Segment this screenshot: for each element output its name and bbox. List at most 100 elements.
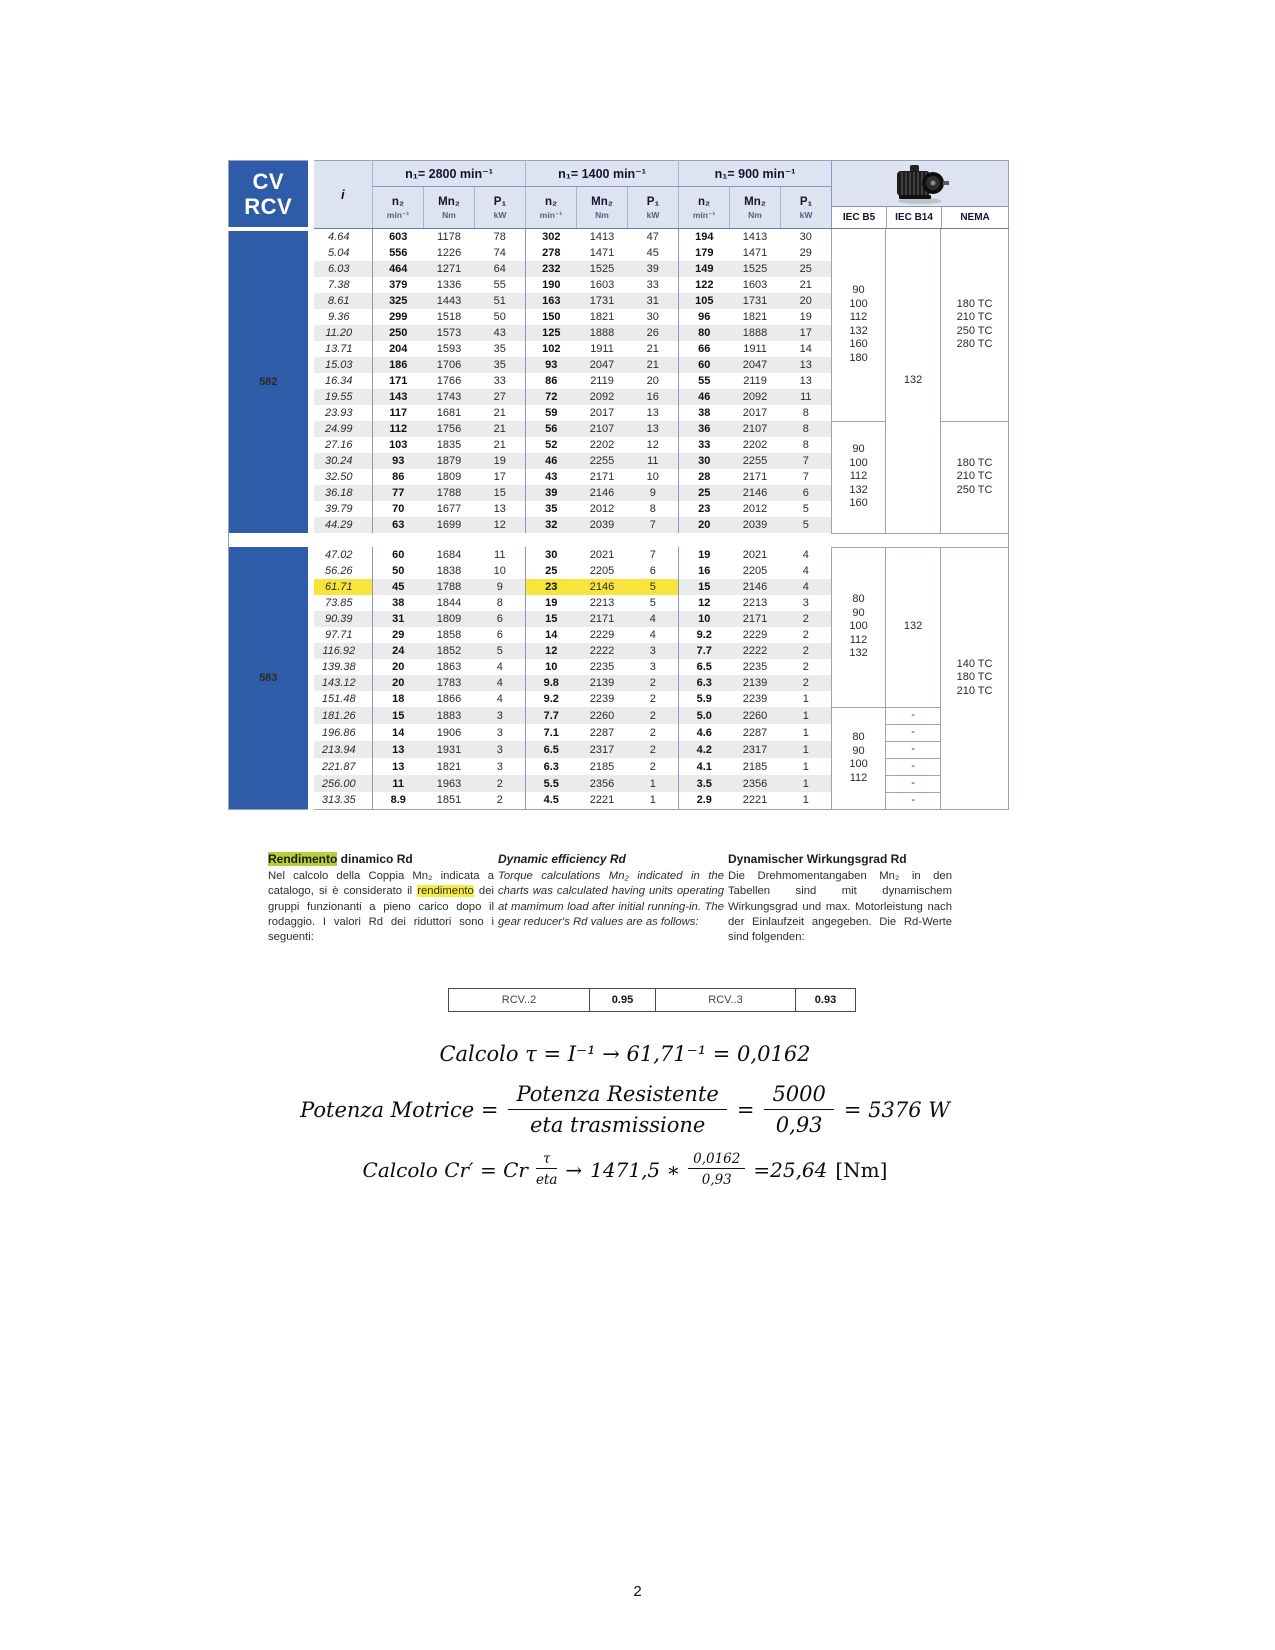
ratio-cell: 116.92 — [310, 643, 373, 659]
page-number: 2 — [633, 1583, 642, 1600]
data-cell: 11 — [494, 549, 506, 561]
data-cell: 19 — [799, 311, 812, 323]
data-cell: 190 — [525, 277, 577, 293]
data-cell: 93 — [372, 453, 424, 469]
data-cell: 7.7 — [678, 643, 730, 659]
data-cell: 2202 — [742, 439, 768, 451]
data-cell: 1852 — [423, 643, 475, 659]
data-cell: 2222 — [576, 643, 628, 659]
n2-header: n₂ min⁻¹ — [678, 186, 730, 229]
data-cell: 5.0 — [678, 707, 730, 724]
data-cell: 2107 — [576, 421, 628, 437]
data-cell: 1336 — [436, 279, 462, 291]
data-cell: 2107 — [729, 421, 781, 437]
fraction: 0,0162 0,93 — [688, 1151, 746, 1188]
data-cell: 77 — [372, 485, 424, 501]
data-cell: 8 — [649, 503, 656, 515]
motor-flange-header: IEC B5 IEC B14 NEMA — [831, 160, 1009, 229]
series-label: 582 — [228, 228, 314, 533]
data-cell: 6.5 — [678, 659, 730, 675]
rd-model-cell: RCV..2 — [501, 994, 537, 1006]
data-cell: 50 — [372, 563, 424, 579]
data-cell: 1788 — [423, 485, 475, 501]
data-cell: 12 — [678, 595, 730, 611]
flange-standard-labels: IEC B5 IEC B14 NEMA — [832, 206, 1009, 228]
table-row: 19.55 143 1743 27 72 2092 16 46 2092 11 — [229, 389, 1009, 405]
data-cell: 6 — [474, 611, 526, 627]
data-cell: 30 — [525, 547, 577, 563]
data-cell: 21 — [474, 421, 526, 437]
motor-size-cell-b14: - — [885, 791, 941, 810]
data-cell: 15 — [372, 707, 424, 724]
data-cell: 2021 — [742, 549, 768, 561]
data-cell: 63 — [372, 517, 424, 533]
data-cell: 5 — [802, 503, 809, 515]
data-cell: 4 — [496, 693, 503, 705]
data-cell: 2146 — [576, 485, 628, 501]
data-cell: 59 — [525, 405, 577, 421]
data-cell: 2221 — [742, 794, 768, 807]
table-row: 256.00 11 1963 2 5.5 2356 1 3.5 2356 1- — [229, 774, 1009, 793]
motor-size-cell-b14: - — [885, 757, 941, 776]
iec-b5-header: IEC B5 — [842, 212, 876, 223]
data-cell: 10 — [678, 611, 730, 627]
data-cell: 2287 — [589, 726, 615, 739]
data-cell: 17 — [780, 325, 832, 341]
data-cell: 2235 — [589, 661, 615, 673]
table-row: 23.93 117 1681 21 59 2017 13 38 2017 8 — [229, 405, 1009, 421]
ratio-cell: 73.85 — [324, 597, 353, 609]
ratio-cell: 139.38 — [321, 661, 356, 673]
data-cell: 1443 — [423, 293, 475, 309]
data-cell: 1835 — [436, 439, 462, 451]
data-cell: 2.9 — [678, 792, 730, 809]
ratio-cell: 32.50 — [324, 471, 353, 483]
note-german: Dynamischer Wirkungsgrad Rd Die Drehmome… — [728, 852, 952, 945]
data-cell: 1525 — [729, 261, 781, 277]
motor-size-cell-b14: - — [885, 723, 941, 742]
data-cell: 2239 — [742, 693, 768, 705]
data-cell: 5 — [474, 643, 526, 659]
data-cell: 4 — [627, 611, 679, 627]
data-cell: 2 — [627, 675, 679, 691]
table-row: 116.92 24 1852 5 12 2222 3 7.7 2222 2 — [229, 643, 1009, 659]
data-cell: 2356 — [729, 775, 781, 792]
motor-size-cell-nema: 180 TC 210 TC 250 TC 280 TC — [940, 228, 1009, 422]
data-cell: 60 — [372, 547, 424, 563]
data-cell: 1 — [802, 760, 809, 773]
ratio-cell: 143.12 — [310, 675, 373, 691]
formula-tau: Calcolo τ = I⁻¹ → 61,71⁻¹ = 0,0162 — [439, 1042, 811, 1066]
data-cell: 9 — [627, 485, 679, 501]
data-cell: 2171 — [742, 471, 768, 483]
series-cv: CV — [252, 168, 285, 194]
calculations: Calcolo τ = I⁻¹ → 61,71⁻¹ = 0,0162 Poten… — [205, 1042, 1045, 1188]
data-cell: 12 — [525, 643, 577, 659]
ratio-cell: 7.38 — [328, 279, 350, 291]
data-cell: 163 — [525, 293, 577, 309]
data-cell: 21 — [627, 357, 679, 373]
data-cell: 1809 — [423, 611, 475, 627]
data-cell: 1866 — [436, 693, 462, 705]
data-cell: 4 — [780, 579, 832, 595]
data-cell: 1888 — [729, 325, 781, 341]
data-cell: 5.9 — [678, 691, 730, 707]
ratio-cell: 9.36 — [328, 311, 350, 323]
data-cell: 1226 — [436, 247, 462, 259]
data-cell: 45 — [646, 247, 659, 259]
table-row: 36.18 77 1788 15 39 2146 9 25 2146 6 — [229, 485, 1009, 501]
ratio-cell: 313.35 — [321, 794, 356, 807]
data-cell: 15 — [678, 579, 730, 595]
table-row: 139.38 20 1863 4 10 2235 3 6.5 2235 2 — [229, 659, 1009, 675]
data-cell: 2260 — [729, 707, 781, 724]
note-italian: Rendimento dinamico Rd Nel calcolo della… — [268, 852, 494, 945]
table-row: 44.29 63 1699 12 32 2039 7 20 2039 5 — [229, 517, 1009, 533]
data-cell: 52 — [525, 437, 577, 453]
motor-size-cell-b5: 80 90 100 112 — [831, 706, 886, 810]
ratio-cell: 256.00 — [310, 775, 373, 792]
mn2-header: Mn₂ Nm — [423, 186, 475, 229]
data-cell: 112 — [372, 421, 424, 437]
data-cell: 102 — [525, 341, 577, 357]
data-cell: 2017 — [589, 407, 615, 419]
data-cell: 1271 — [423, 261, 475, 277]
data-cell: 2287 — [742, 726, 768, 739]
table-row: 24.99 112 1756 21 56 2107 13 36 2107 8 90 100 112 132… — [229, 420, 1009, 534]
